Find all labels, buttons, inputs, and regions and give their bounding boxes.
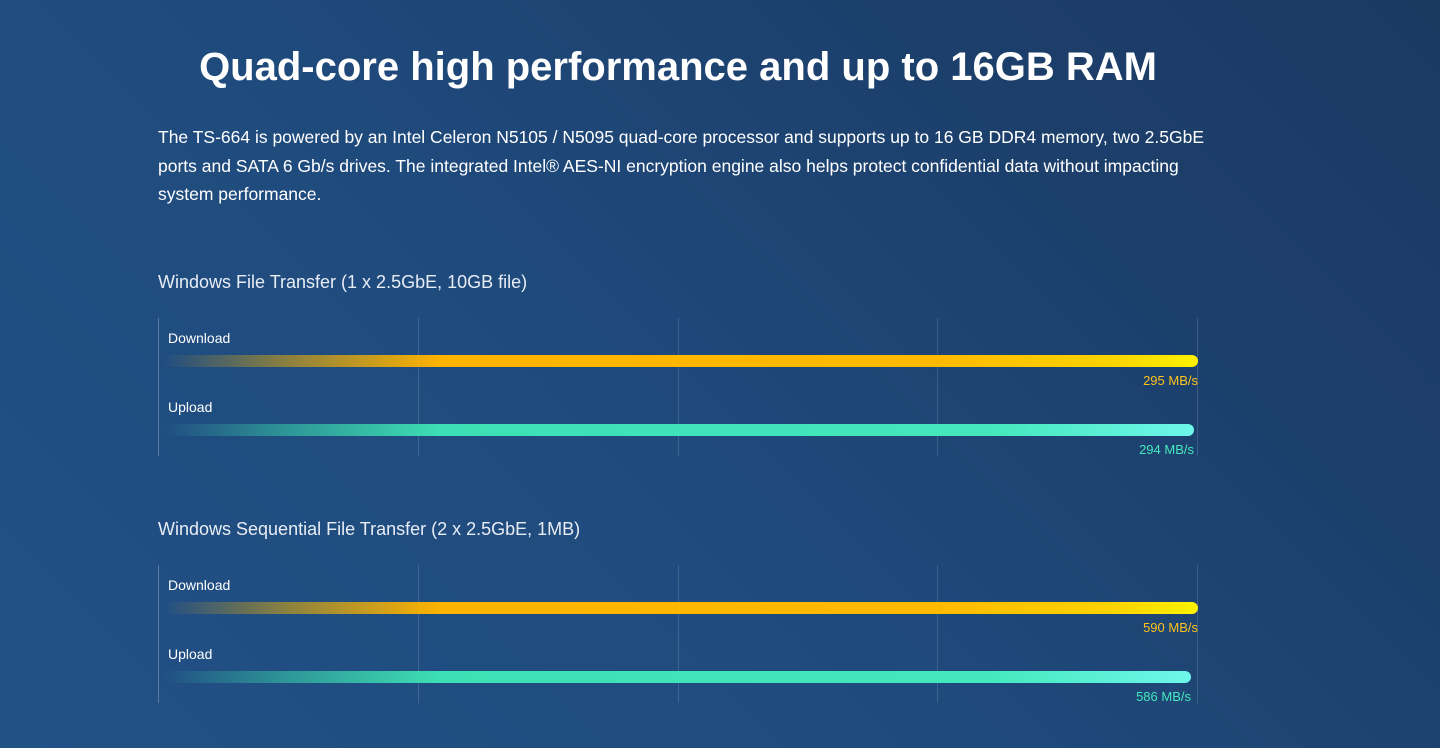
bar-row-download: Download 590 MB/s xyxy=(158,565,1198,635)
bar-upload xyxy=(164,671,1191,683)
bar-download xyxy=(164,602,1198,614)
bar-label-upload: Upload xyxy=(168,399,213,415)
bar-label-download: Download xyxy=(168,577,231,593)
grid-line xyxy=(937,565,938,703)
grid-line xyxy=(1197,318,1198,456)
grid-line xyxy=(158,565,159,703)
bar-label-upload: Upload xyxy=(168,646,213,662)
bar-download xyxy=(164,355,1198,367)
bar-value-upload: 586 MB/s xyxy=(1136,689,1191,704)
bar-row-download: Download 295 MB/s xyxy=(158,318,1198,388)
grid-line xyxy=(1197,565,1198,703)
grid-line xyxy=(418,565,419,703)
chart-plot-area: Download 295 MB/s Upload 294 MB/s xyxy=(158,318,1198,457)
bar-value-download: 590 MB/s xyxy=(1143,620,1198,635)
bar-row-upload: Upload 294 MB/s xyxy=(158,387,1198,457)
grid-line xyxy=(158,318,159,456)
bar-value-download: 295 MB/s xyxy=(1143,373,1198,388)
chart-title: Windows File Transfer (1 x 2.5GbE, 10GB … xyxy=(158,272,528,292)
grid-line xyxy=(678,565,679,703)
bar-label-download: Download xyxy=(168,330,231,346)
bar-value-upload: 294 MB/s xyxy=(1139,442,1194,457)
page-title: Quad-core high performance and up to 16G… xyxy=(199,45,1157,89)
chart-plot-area: Download 590 MB/s Upload 586 MB/s xyxy=(158,565,1198,704)
bar-row-upload: Upload 586 MB/s xyxy=(158,634,1198,704)
grid-line xyxy=(937,318,938,456)
chart-title: Windows Sequential File Transfer (2 x 2.… xyxy=(158,519,581,539)
grid-line xyxy=(418,318,419,456)
page-description: The TS-664 is powered by an Intel Celero… xyxy=(158,127,1205,204)
grid-line xyxy=(678,318,679,456)
bar-upload xyxy=(164,424,1194,436)
